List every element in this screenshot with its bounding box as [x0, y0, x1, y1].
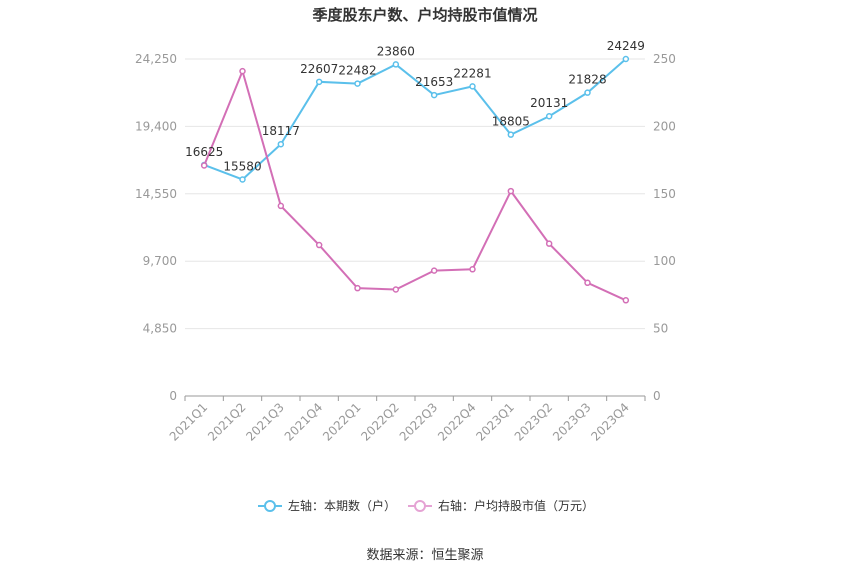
data-label: 16625	[185, 145, 223, 159]
data-label: 20131	[530, 96, 568, 110]
series-point-left[interactable]	[507, 131, 515, 138]
x-axis-ticks: 2021Q12021Q22021Q32021Q42022Q12022Q22022…	[167, 400, 632, 444]
data-label: 23860	[377, 44, 415, 58]
data-label: 22482	[338, 64, 376, 78]
right-tick-label: 200	[653, 119, 676, 133]
series-point-left[interactable]	[622, 55, 630, 63]
series-point-left[interactable]	[545, 112, 553, 120]
series-point-left[interactable]	[392, 61, 400, 68]
data-label: 21653	[415, 75, 453, 89]
x-tick-label: 2022Q3	[397, 400, 441, 444]
right-tick-label: 100	[653, 254, 676, 268]
data-label: 24249	[607, 39, 645, 53]
legend[interactable]: 左轴：本期数（户） 右轴：户均持股市值（万元）	[258, 498, 594, 513]
series-point-right[interactable]	[545, 240, 553, 247]
left-tick-label: 9,700	[143, 254, 177, 268]
left-axis-ticks: 0 4,850 9,700 14,550 19,400 24,250	[135, 52, 177, 403]
right-tick-label: 250	[653, 52, 676, 66]
x-tick-label: 2022Q2	[358, 400, 402, 444]
legend-item-right-series[interactable]: 右轴：户均持股市值（万元）	[408, 498, 594, 513]
right-tick-label: 0	[653, 389, 661, 403]
x-tick-label: 2022Q1	[320, 400, 364, 444]
x-tick-label: 2021Q3	[243, 400, 287, 444]
series-point-right[interactable]	[392, 286, 400, 293]
data-label: 18117	[262, 124, 300, 138]
x-tick-label: 2021Q4	[282, 400, 326, 444]
series-point-left[interactable]	[430, 91, 438, 99]
right-tick-label: 150	[653, 187, 676, 201]
x-tick-label: 2021Q1	[167, 400, 211, 444]
x-tick-label: 2023Q2	[512, 400, 556, 444]
series-point-left[interactable]	[277, 140, 285, 148]
x-tick-label: 2023Q3	[550, 400, 594, 444]
chart-title: 季度股东户数、户均持股市值情况	[312, 6, 537, 24]
data-label: 18805	[492, 115, 530, 129]
right-tick-label: 50	[653, 322, 668, 336]
left-tick-label: 19,400	[135, 119, 177, 133]
legend-label-left: 左轴：本期数（户）	[288, 498, 396, 513]
series-point-left[interactable]	[239, 176, 246, 183]
series-point-right[interactable]	[239, 67, 246, 75]
series-point-left[interactable]	[469, 83, 476, 90]
left-tick-label: 4,850	[143, 322, 177, 336]
series-point-right[interactable]	[430, 267, 438, 274]
source-note: 数据来源：恒生聚源	[366, 548, 483, 563]
axes	[184, 395, 646, 401]
series-point-right[interactable]	[277, 202, 285, 210]
series-point-left[interactable]	[315, 78, 323, 86]
series-line-left	[203, 58, 627, 181]
series-point-right[interactable]	[354, 284, 361, 292]
series-point-left[interactable]	[584, 89, 591, 96]
data-label: 22281	[453, 66, 491, 80]
left-tick-label: 14,550	[135, 187, 177, 201]
data-label: 21828	[568, 73, 606, 87]
legend-item-left-series[interactable]: 左轴：本期数（户）	[258, 498, 396, 513]
x-tick-label: 2022Q4	[435, 400, 479, 444]
x-tick-label: 2021Q2	[205, 400, 249, 444]
left-tick-label: 0	[169, 389, 177, 403]
series-point-right[interactable]	[200, 162, 208, 169]
series-point-right[interactable]	[507, 187, 515, 195]
data-label: 22607	[300, 62, 338, 76]
legend-marker-left	[264, 500, 276, 512]
series-point-left[interactable]	[354, 80, 361, 87]
series	[200, 55, 630, 304]
left-tick-label: 24,250	[135, 52, 177, 66]
legend-label-right: 右轴：户均持股市值（万元）	[438, 498, 594, 513]
grid-lines	[185, 58, 645, 330]
series-point-right[interactable]	[315, 241, 323, 249]
series-point-right[interactable]	[469, 266, 476, 273]
x-tick-label: 2023Q4	[588, 400, 632, 444]
data-label: 15580	[223, 159, 261, 173]
right-axis-ticks: 0 50 100 150 200 250	[653, 52, 676, 403]
series-line-right	[203, 68, 627, 302]
legend-marker-right	[414, 500, 426, 512]
series-point-right[interactable]	[622, 297, 630, 304]
series-point-right[interactable]	[584, 279, 591, 287]
x-tick-label: 2023Q1	[473, 400, 517, 444]
